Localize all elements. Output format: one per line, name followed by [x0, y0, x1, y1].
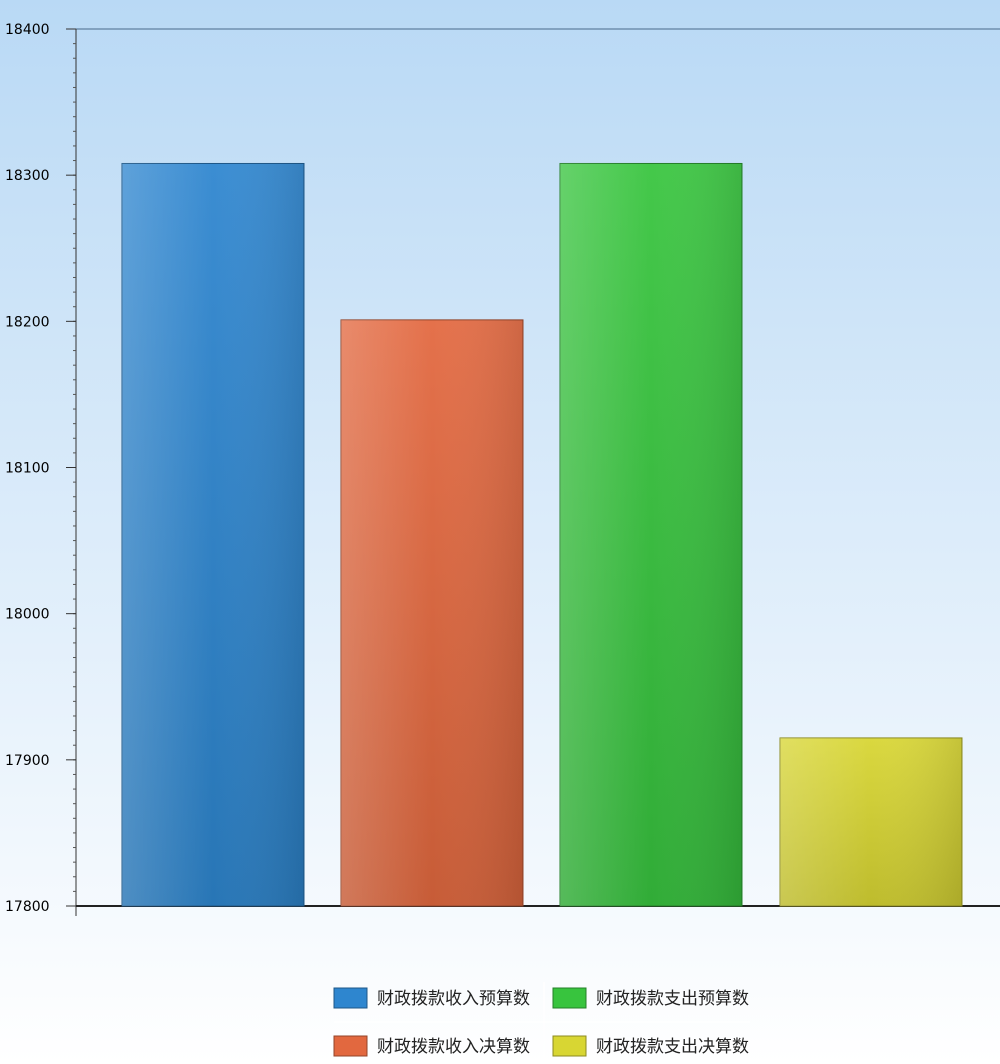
legend-label: 财政拨款收入预算数: [377, 989, 530, 1009]
y-tick-label: 18200: [5, 314, 50, 330]
legend-label: 财政拨款支出决算数: [596, 1037, 749, 1057]
y-tick-label: 18000: [5, 607, 50, 623]
legend-label: 财政拨款支出预算数: [596, 989, 749, 1009]
bar-shading: [560, 163, 742, 906]
legend-swatch: [333, 1035, 368, 1057]
y-tick-label: 17900: [5, 753, 50, 769]
bar-shading: [780, 737, 962, 906]
y-tick-label: 18300: [5, 168, 50, 184]
bar-shading: [122, 163, 304, 906]
legend-label: 财政拨款收入决算数: [377, 1037, 530, 1057]
legend-swatch: [333, 987, 368, 1009]
y-tick-label: 17800: [5, 899, 50, 915]
y-tick-label: 18100: [5, 461, 50, 477]
legend-swatch: [552, 1035, 587, 1057]
legend-swatch: [552, 987, 587, 1009]
bar-shading: [341, 319, 523, 906]
y-tick-label: 18400: [5, 22, 50, 38]
